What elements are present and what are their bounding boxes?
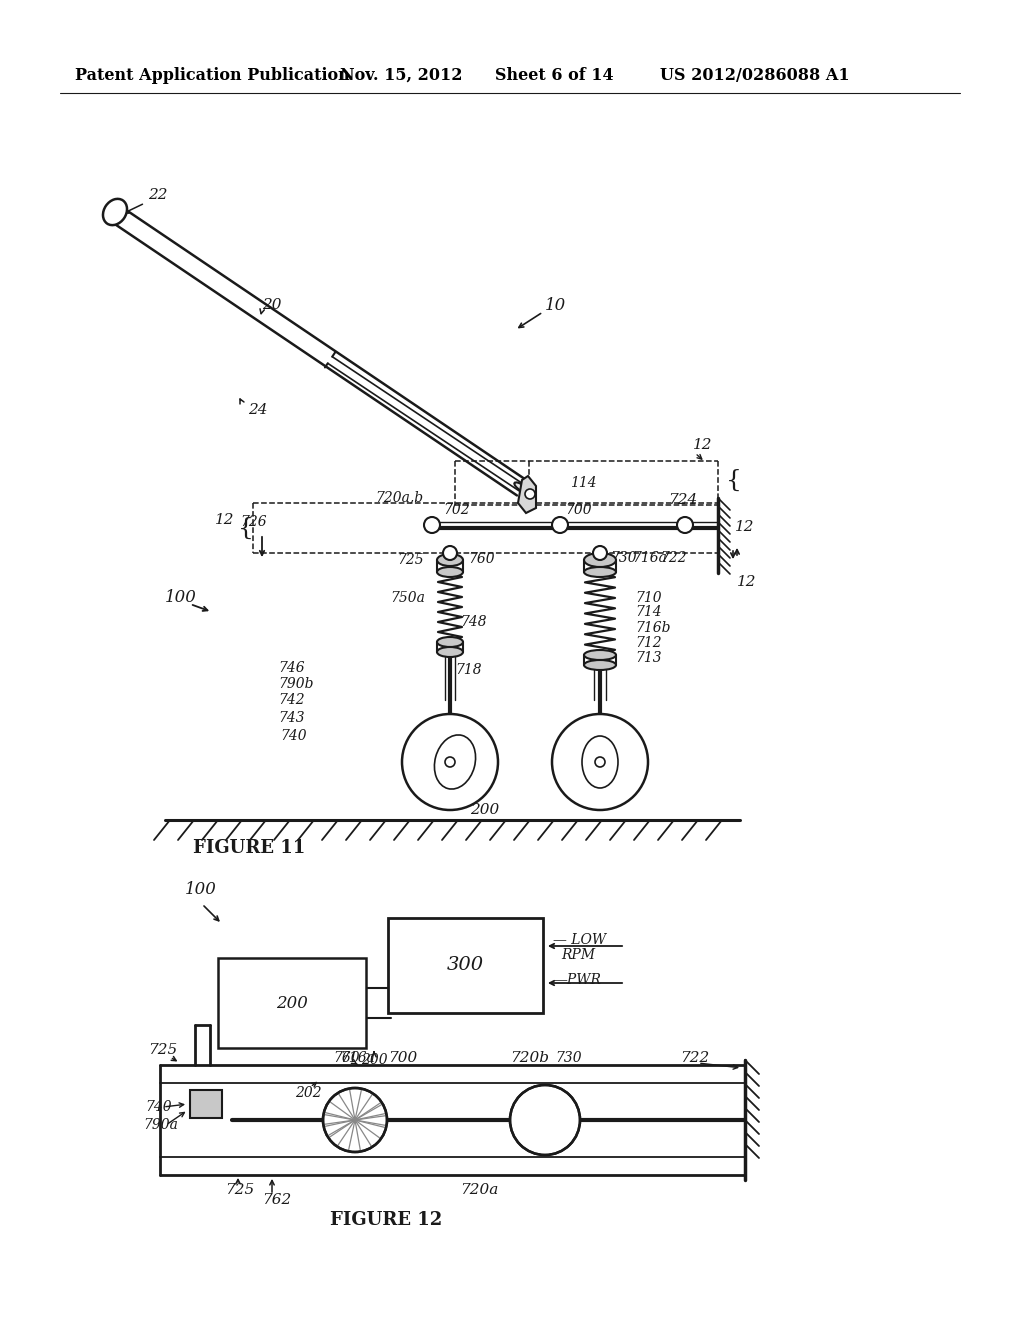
Text: 726: 726 <box>240 515 266 529</box>
Text: 725: 725 <box>397 553 424 568</box>
Text: 100: 100 <box>185 882 217 899</box>
Ellipse shape <box>584 553 616 568</box>
Text: 300: 300 <box>446 956 483 974</box>
Ellipse shape <box>584 568 616 577</box>
Circle shape <box>510 1085 580 1155</box>
Text: 200: 200 <box>361 1053 388 1067</box>
Text: — LOW: — LOW <box>553 933 606 946</box>
Text: {: { <box>726 469 741 491</box>
Text: 730: 730 <box>555 1051 582 1065</box>
Text: 718: 718 <box>455 663 481 677</box>
Text: 22: 22 <box>148 187 168 202</box>
Text: 12: 12 <box>735 520 755 535</box>
Polygon shape <box>518 477 536 513</box>
Text: 720a: 720a <box>460 1183 499 1197</box>
Text: 712: 712 <box>635 636 662 649</box>
Circle shape <box>525 488 535 499</box>
Text: 720b: 720b <box>510 1051 549 1065</box>
Bar <box>190 1090 222 1118</box>
Text: 700: 700 <box>565 503 592 517</box>
Text: 702: 702 <box>443 503 470 517</box>
Ellipse shape <box>584 649 616 660</box>
Text: —PWR: —PWR <box>553 973 601 987</box>
Text: 725: 725 <box>148 1043 177 1057</box>
Circle shape <box>593 546 607 560</box>
Text: 748: 748 <box>460 615 486 630</box>
Circle shape <box>552 714 648 810</box>
Text: 724: 724 <box>668 492 697 507</box>
Text: 790a: 790a <box>143 1118 178 1133</box>
Text: Sheet 6 of 14: Sheet 6 of 14 <box>495 66 613 83</box>
Text: 722: 722 <box>660 550 687 565</box>
Text: 740: 740 <box>145 1100 172 1114</box>
Text: 202: 202 <box>295 1086 322 1100</box>
Text: 730: 730 <box>610 550 637 565</box>
Text: 740: 740 <box>280 729 306 743</box>
Ellipse shape <box>434 735 475 789</box>
Text: 24: 24 <box>248 403 267 417</box>
Text: 746: 746 <box>278 661 304 675</box>
Text: 750a: 750a <box>390 591 425 605</box>
Text: 12: 12 <box>737 576 757 589</box>
Text: 12: 12 <box>693 438 713 451</box>
Circle shape <box>424 517 440 533</box>
Text: 200: 200 <box>470 803 500 817</box>
Text: 100: 100 <box>165 590 197 606</box>
Text: 716b: 716b <box>635 620 671 635</box>
Bar <box>388 917 543 1012</box>
Text: RPM: RPM <box>561 948 595 962</box>
Text: FIGURE 11: FIGURE 11 <box>193 840 305 857</box>
Text: FIGURE 12: FIGURE 12 <box>330 1210 442 1229</box>
Circle shape <box>677 517 693 533</box>
Text: 762: 762 <box>262 1193 291 1206</box>
Text: 20: 20 <box>262 298 282 312</box>
Circle shape <box>443 546 457 560</box>
Text: 720a,b: 720a,b <box>375 490 423 504</box>
Bar <box>218 958 366 1048</box>
Circle shape <box>402 714 498 810</box>
Circle shape <box>445 756 455 767</box>
Ellipse shape <box>437 554 463 566</box>
Text: Patent Application Publication: Patent Application Publication <box>75 66 350 83</box>
Text: US 2012/0286088 A1: US 2012/0286088 A1 <box>660 66 850 83</box>
Circle shape <box>552 517 568 533</box>
Text: 700: 700 <box>388 1051 417 1065</box>
Text: 716a: 716a <box>340 1051 375 1065</box>
Text: 743: 743 <box>278 711 304 725</box>
Ellipse shape <box>437 638 463 647</box>
Text: 716a: 716a <box>632 550 667 565</box>
Text: 713: 713 <box>635 651 662 665</box>
Ellipse shape <box>437 568 463 577</box>
Text: 760: 760 <box>468 552 495 566</box>
Text: 114: 114 <box>570 477 597 490</box>
Text: 10: 10 <box>545 297 566 314</box>
Text: 790b: 790b <box>278 677 313 690</box>
Text: 742: 742 <box>278 693 304 708</box>
Text: {: { <box>238 516 254 540</box>
Ellipse shape <box>584 660 616 671</box>
Text: 725: 725 <box>225 1183 254 1197</box>
Circle shape <box>323 1088 387 1152</box>
Ellipse shape <box>103 199 127 226</box>
Text: 710: 710 <box>635 591 662 605</box>
Ellipse shape <box>514 482 529 494</box>
Ellipse shape <box>437 647 463 657</box>
Text: Nov. 15, 2012: Nov. 15, 2012 <box>340 66 463 83</box>
Text: 12: 12 <box>215 513 234 527</box>
Text: 200: 200 <box>276 994 308 1011</box>
Ellipse shape <box>582 737 618 788</box>
Text: 760: 760 <box>333 1051 359 1065</box>
Text: 714: 714 <box>635 605 662 619</box>
Text: 722: 722 <box>680 1051 710 1065</box>
Circle shape <box>595 756 605 767</box>
